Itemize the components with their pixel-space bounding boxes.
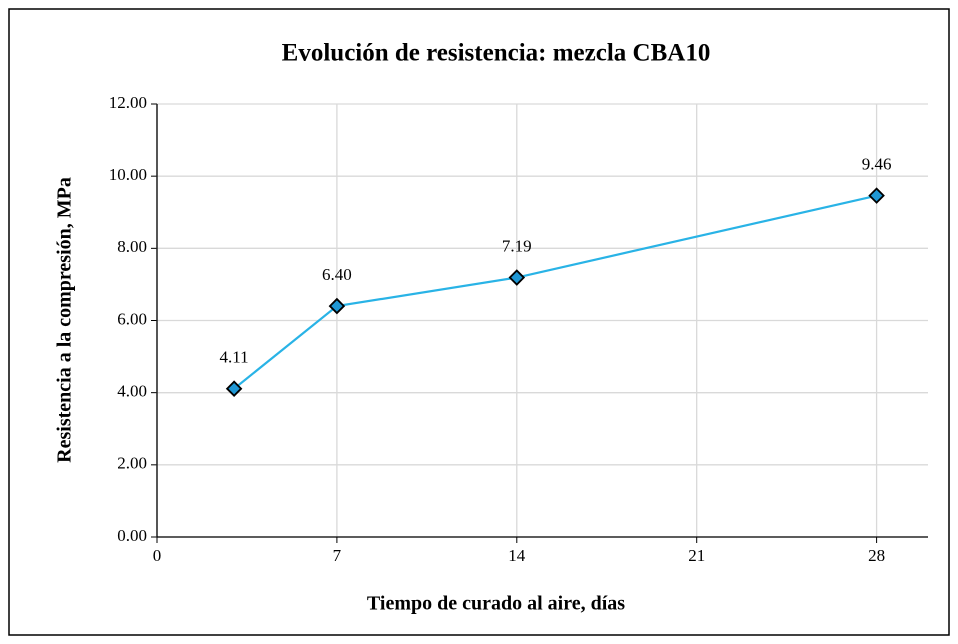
data-label: 4.11 (220, 348, 249, 367)
y-tick-label: 10.00 (109, 165, 147, 184)
marker (508, 269, 526, 286)
x-tick-label: 21 (688, 546, 705, 565)
marker (225, 380, 243, 397)
data-label: 7.19 (502, 236, 532, 255)
y-axis-label: Resistencia a la compresión, MPa (54, 177, 76, 463)
chart-title: Evolución de resistencia: mezcla CBA10 (282, 40, 711, 67)
marker (328, 297, 346, 315)
data-label: 9.46 (862, 155, 892, 174)
data-label: 6.40 (322, 265, 352, 284)
x-tick-label: 28 (868, 546, 885, 565)
x-tick-label: 7 (333, 546, 342, 565)
chart-frame (8, 8, 950, 636)
y-tick-label: 4.00 (117, 382, 147, 401)
y-tick-label: 12.00 (109, 93, 147, 112)
y-tick-label: 0.00 (117, 526, 147, 545)
line (233, 194, 877, 390)
y-tick-label: 8.00 (117, 237, 147, 256)
x-tick-label: 14 (508, 546, 526, 565)
y-tick-label: 6.00 (117, 309, 147, 328)
marker (868, 187, 885, 204)
y-tick-label: 2.00 (117, 454, 147, 473)
x-axis-label: Tiempo de curado al aire, días (367, 593, 625, 615)
x-tick-label: 0 (153, 546, 162, 565)
